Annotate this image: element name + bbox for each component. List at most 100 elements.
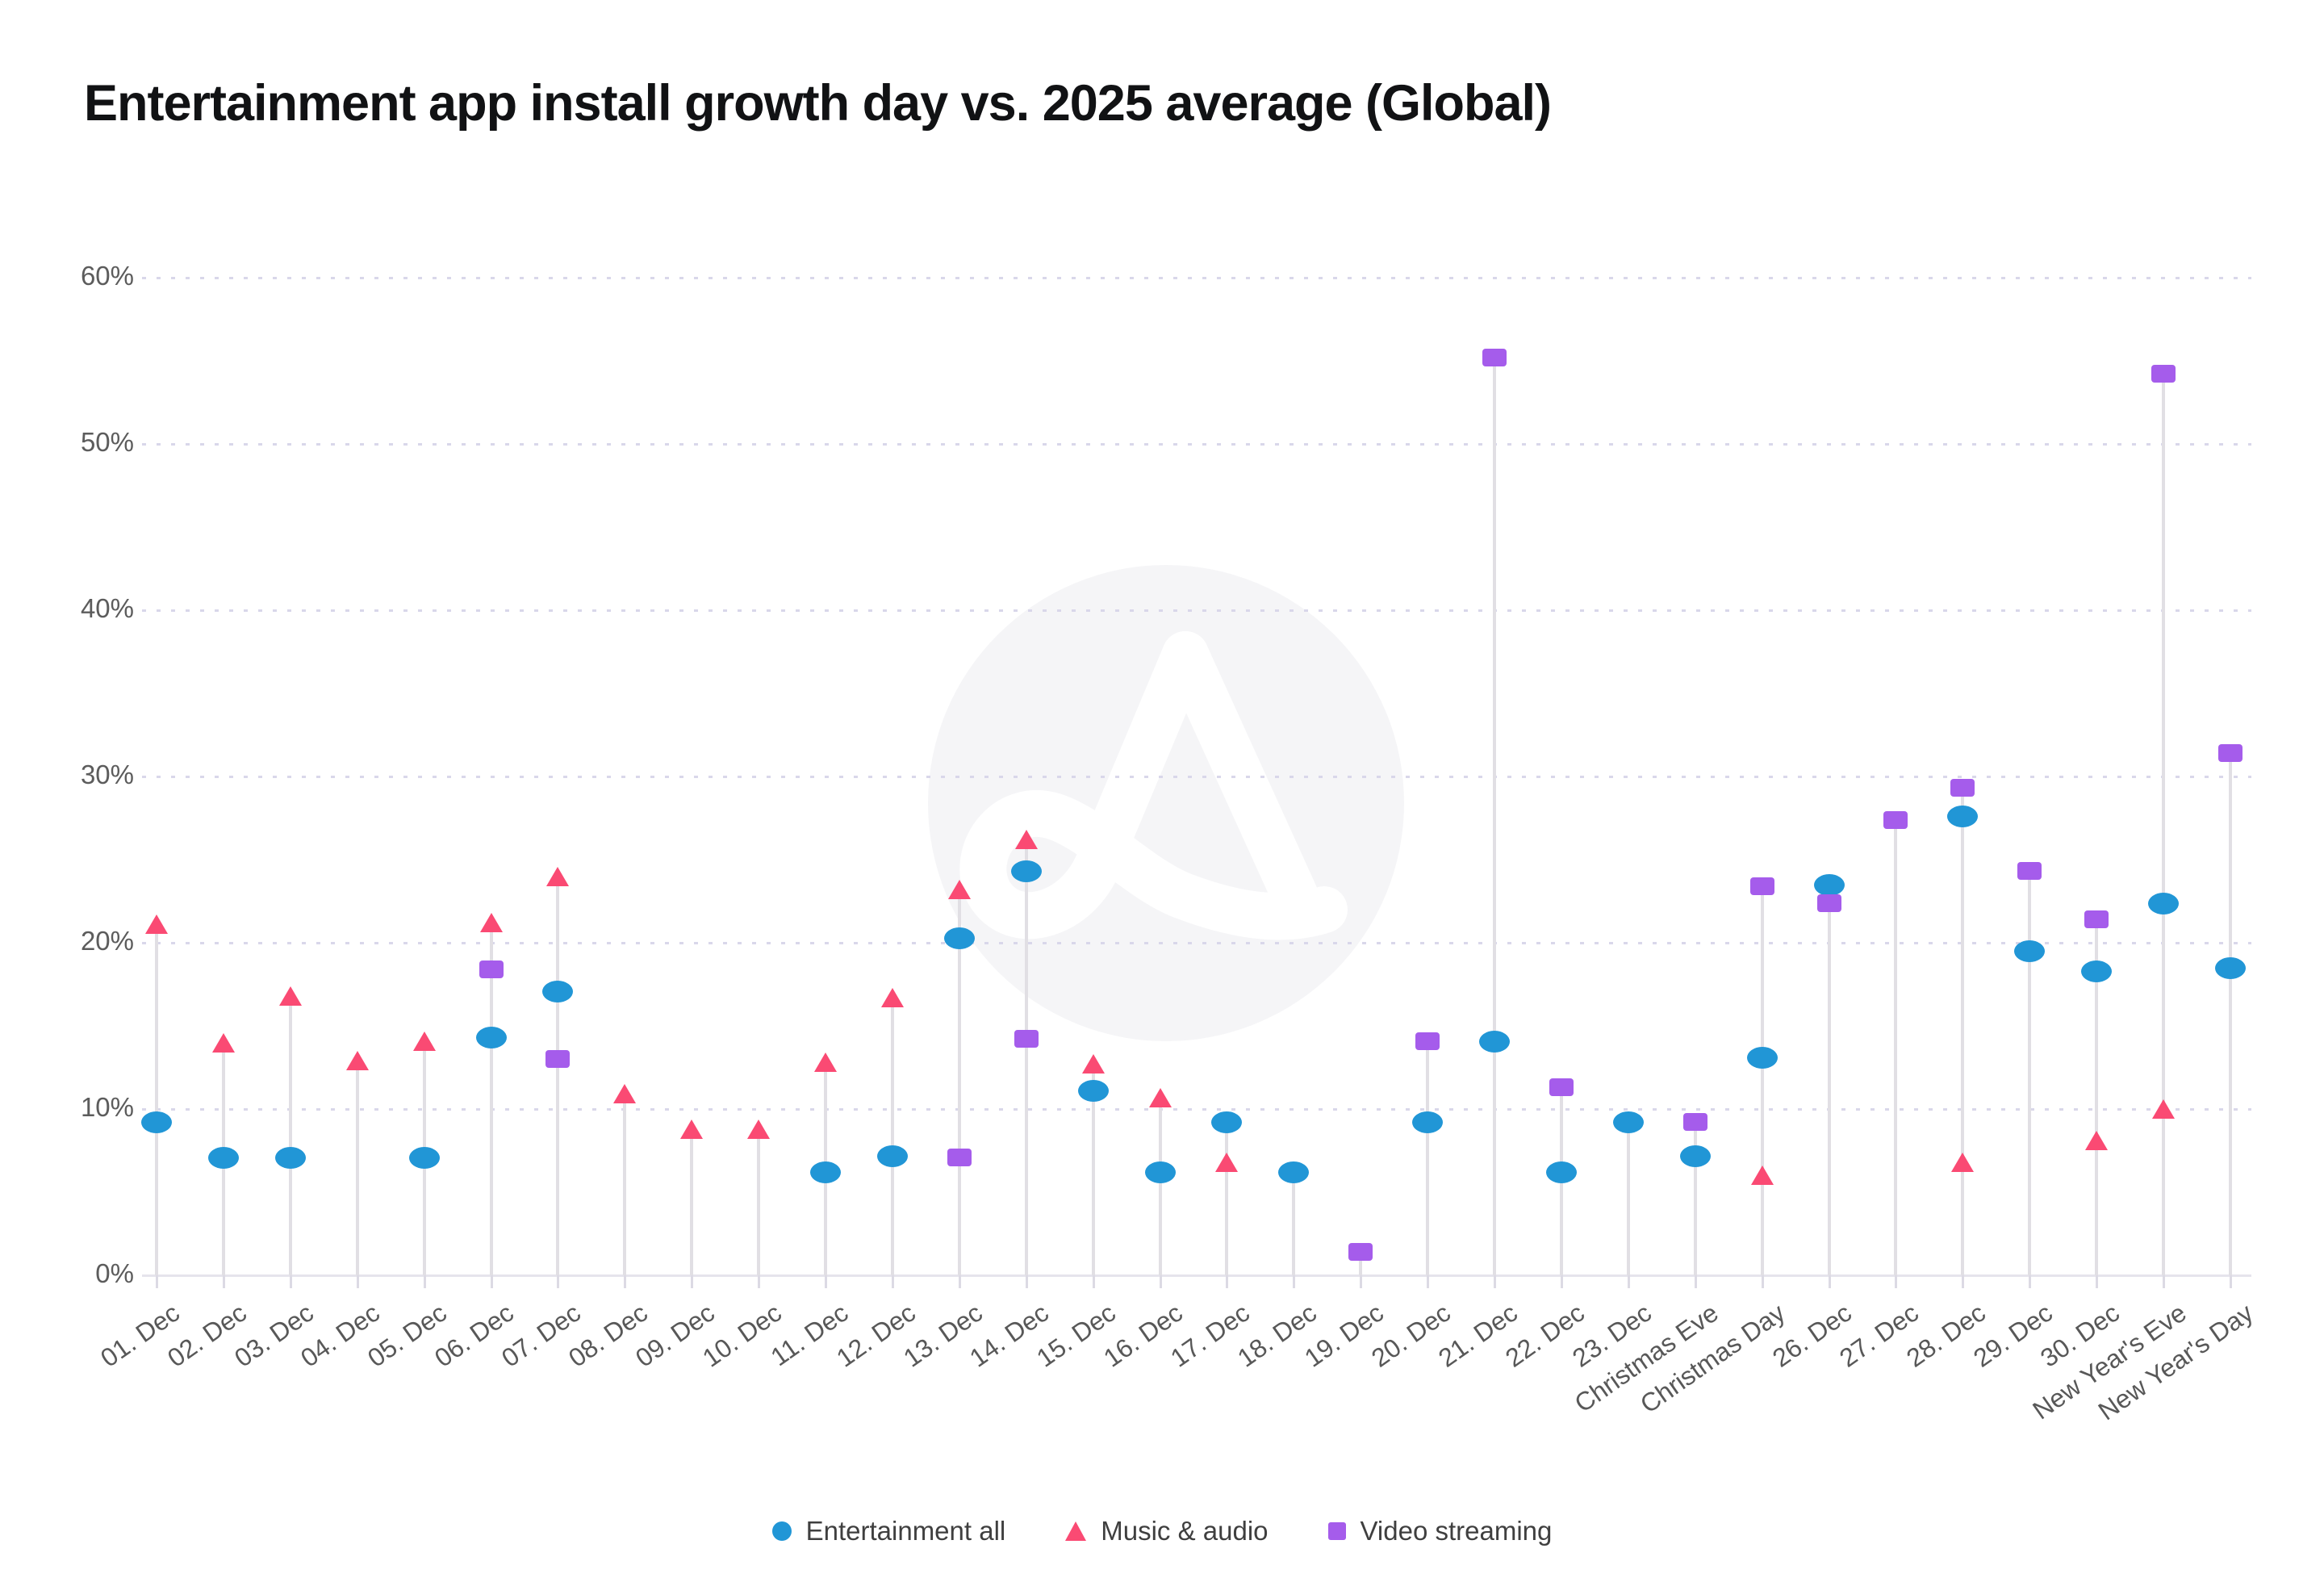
legend-item-video-streaming[interactable]: Video streaming [1327,1516,1552,1546]
marker-video-streaming[interactable] [1348,1243,1373,1262]
marker-music-audio[interactable] [1215,1152,1239,1172]
marker-entertainment-all[interactable] [876,1145,908,1167]
marker-video-streaming[interactable] [2084,910,2109,929]
marker-video-streaming[interactable] [1883,810,1908,829]
marker-music-audio[interactable] [1014,830,1038,850]
marker-entertainment-all[interactable] [408,1146,440,1169]
lollipop-stem [2095,919,2099,1275]
marker-music-audio[interactable] [1750,1166,1774,1186]
lollipop-stem [355,1061,359,1275]
marker-entertainment-all[interactable] [1144,1161,1176,1184]
marker-entertainment-all[interactable] [1612,1111,1644,1134]
marker-music-audio[interactable] [1148,1087,1172,1107]
marker-music-audio[interactable] [2152,1099,2175,1119]
marker-entertainment-all[interactable] [1077,1080,1109,1103]
marker-music-audio[interactable] [1951,1152,1975,1172]
lollipop-stem [623,1094,627,1275]
marker-music-audio[interactable] [345,1051,369,1071]
marker-video-streaming[interactable] [2151,365,2176,383]
axis-tick [356,1275,359,1288]
marker-entertainment-all[interactable] [207,1146,239,1169]
marker-music-audio[interactable] [747,1119,771,1139]
marker-music-audio[interactable] [546,866,570,886]
marker-entertainment-all[interactable] [1813,873,1845,896]
lollipop-stem [1493,357,1496,1275]
marker-video-streaming[interactable] [1749,877,1774,895]
marker-music-audio[interactable] [814,1053,837,1073]
marker-video-streaming[interactable] [1014,1030,1039,1048]
y-tick-label: 30% [80,760,134,789]
legend-item-entertainment-all[interactable]: Entertainment all [771,1516,1005,1546]
marker-video-streaming[interactable] [1816,894,1841,912]
marker-entertainment-all[interactable] [1746,1047,1778,1069]
y-tick-label: 20% [80,926,134,956]
marker-entertainment-all[interactable] [1278,1161,1310,1184]
marker-music-audio[interactable] [2085,1131,2109,1151]
marker-music-audio[interactable] [613,1084,637,1104]
marker-entertainment-all[interactable] [943,927,975,949]
marker-music-audio[interactable] [880,987,904,1007]
marker-video-streaming[interactable] [2017,862,2042,881]
legend: Entertainment all Music & audio Video st… [0,1516,2324,1546]
axis-tick [490,1275,493,1288]
gridline-20 [142,942,2251,944]
axis-tick [289,1275,292,1288]
marker-entertainment-all[interactable] [1211,1111,1243,1134]
marker-entertainment-all[interactable] [274,1146,306,1169]
lollipop-stem [1760,885,1764,1275]
gridline-50 [142,443,2251,446]
marker-entertainment-all[interactable] [1010,860,1042,883]
chart-title: Entertainment app install growth day vs.… [84,75,1552,132]
axis-tick [1962,1275,1965,1288]
marker-video-streaming[interactable] [1549,1078,1574,1097]
marker-entertainment-all[interactable] [1947,806,1979,828]
marker-music-audio[interactable] [680,1119,704,1139]
lollipop-stem [2028,871,2032,1275]
marker-video-streaming[interactable] [545,1050,571,1069]
marker-entertainment-all[interactable] [1679,1145,1711,1167]
marker-music-audio[interactable] [947,880,971,900]
marker-video-streaming[interactable] [479,960,504,978]
lollipop-stem [1292,1172,1296,1275]
marker-music-audio[interactable] [145,914,168,935]
marker-music-audio[interactable] [278,986,302,1006]
marker-entertainment-all[interactable] [810,1161,841,1184]
gridline-30 [142,776,2251,778]
marker-entertainment-all[interactable] [1545,1161,1577,1184]
marker-entertainment-all[interactable] [475,1027,507,1049]
marker-entertainment-all[interactable] [2214,956,2246,979]
marker-entertainment-all[interactable] [542,980,574,1002]
marker-video-streaming[interactable] [1482,348,1507,366]
gridline-40 [142,609,2251,612]
lollipop-stem [1894,819,1898,1275]
marker-video-streaming[interactable] [1950,779,1975,797]
lollipop-stem [288,995,292,1275]
marker-entertainment-all[interactable] [1412,1111,1444,1134]
marker-video-streaming[interactable] [947,1148,972,1166]
legend-item-music-audio[interactable]: Music & audio [1065,1516,1269,1546]
lollipop-stem [1225,1122,1229,1275]
lollipop-stem [1359,1252,1363,1275]
axis-tick [825,1275,827,1288]
marker-music-audio[interactable] [479,913,503,933]
axis-tick [624,1275,627,1288]
marker-video-streaming[interactable] [1682,1113,1707,1132]
marker-music-audio[interactable] [1081,1054,1105,1074]
marker-entertainment-all[interactable] [2148,892,2179,914]
axis-tick [1025,1275,1028,1288]
lollipop-stem [1827,884,1831,1275]
x-axis-line [142,1274,2251,1277]
marker-entertainment-all[interactable] [2081,960,2113,983]
marker-music-audio[interactable] [412,1031,436,1051]
marker-entertainment-all[interactable] [1479,1030,1510,1053]
marker-music-audio[interactable] [211,1032,235,1053]
axis-tick [1226,1275,1229,1288]
marker-video-streaming[interactable] [1415,1032,1440,1050]
marker-video-streaming[interactable] [2217,744,2242,763]
marker-entertainment-all[interactable] [141,1111,172,1134]
axis-tick [1092,1275,1095,1288]
marker-entertainment-all[interactable] [2014,940,2046,963]
axis-tick [1494,1275,1496,1288]
lollipop-stem [1426,1040,1430,1275]
lollipop-stem [1024,839,1028,1275]
